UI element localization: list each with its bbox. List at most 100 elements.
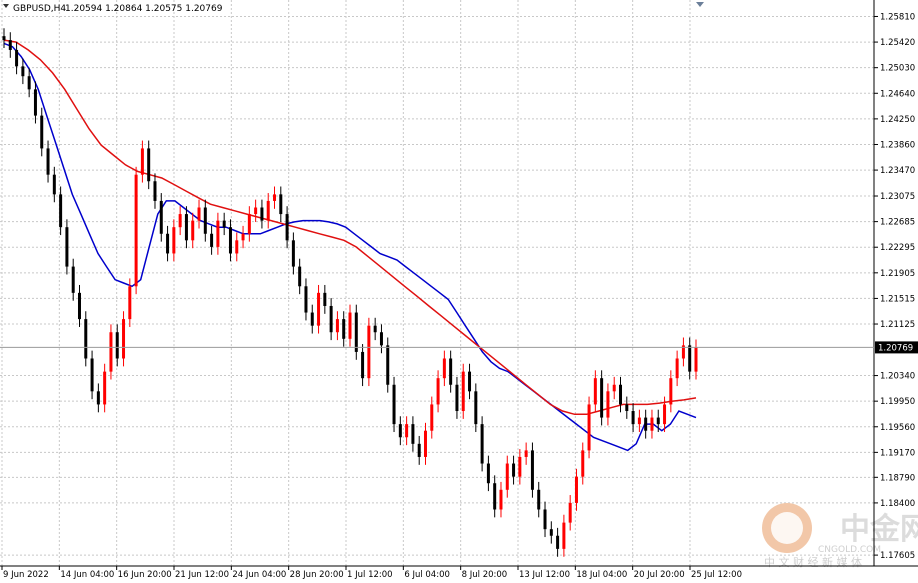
candle[interactable] <box>480 416 484 472</box>
candle[interactable] <box>606 383 610 426</box>
candle[interactable] <box>379 324 383 354</box>
candle[interactable] <box>84 311 88 367</box>
candle[interactable] <box>178 206 182 236</box>
candle[interactable] <box>96 383 100 413</box>
header-dropdown-icon[interactable] <box>3 4 9 8</box>
candle[interactable] <box>310 304 314 334</box>
candle[interactable] <box>568 495 572 531</box>
candle[interactable] <box>631 403 635 433</box>
candle[interactable] <box>398 416 402 446</box>
candle[interactable] <box>455 376 459 419</box>
candle[interactable] <box>656 409 660 433</box>
candle[interactable] <box>650 409 654 439</box>
candle[interactable] <box>329 298 333 341</box>
candle[interactable] <box>600 370 604 426</box>
candle[interactable] <box>669 370 673 413</box>
candle[interactable] <box>688 337 692 380</box>
candle[interactable] <box>260 199 264 229</box>
candle[interactable] <box>562 514 566 557</box>
candle[interactable] <box>203 199 207 242</box>
candle[interactable] <box>335 311 339 341</box>
candle[interactable] <box>694 339 698 380</box>
candle[interactable] <box>52 166 56 203</box>
candle[interactable] <box>543 501 547 538</box>
candle[interactable] <box>593 370 597 413</box>
candle[interactable] <box>474 383 478 433</box>
candle[interactable] <box>77 284 81 327</box>
candle[interactable] <box>581 442 585 485</box>
candle[interactable] <box>625 396 629 419</box>
candle[interactable] <box>191 212 195 249</box>
candle[interactable] <box>348 304 352 347</box>
candle[interactable] <box>15 42 19 75</box>
candle[interactable] <box>442 350 446 387</box>
candle[interactable] <box>8 32 12 58</box>
candle[interactable] <box>430 396 434 439</box>
candle[interactable] <box>103 363 107 413</box>
candle[interactable] <box>140 140 144 183</box>
candle[interactable] <box>222 212 226 236</box>
candle[interactable] <box>153 173 157 209</box>
candle[interactable] <box>235 232 239 262</box>
candle[interactable] <box>405 416 409 446</box>
candle[interactable] <box>285 206 289 249</box>
candle[interactable] <box>279 186 283 222</box>
candle[interactable] <box>530 442 534 498</box>
candle[interactable] <box>549 521 553 544</box>
candle[interactable] <box>361 344 365 387</box>
candle[interactable] <box>612 376 616 400</box>
candle[interactable] <box>273 186 277 209</box>
candle[interactable] <box>210 225 214 255</box>
candle[interactable] <box>386 337 390 393</box>
candle[interactable] <box>90 350 94 400</box>
candle[interactable] <box>493 475 497 518</box>
candle[interactable] <box>159 193 163 242</box>
candle[interactable] <box>266 193 270 229</box>
candle[interactable] <box>109 324 113 380</box>
candle[interactable] <box>392 376 396 433</box>
candle[interactable] <box>241 225 245 249</box>
candle[interactable] <box>166 225 170 262</box>
candle[interactable] <box>486 455 490 492</box>
candle[interactable] <box>367 317 371 387</box>
candle[interactable] <box>449 350 453 393</box>
candle[interactable] <box>411 416 415 452</box>
candle[interactable] <box>59 186 63 236</box>
candle[interactable] <box>619 376 623 413</box>
candle[interactable] <box>184 206 188 249</box>
candle[interactable] <box>468 363 472 400</box>
candle[interactable] <box>436 370 440 413</box>
candle[interactable] <box>354 304 358 360</box>
candle[interactable] <box>637 409 641 433</box>
candle[interactable] <box>247 206 251 242</box>
candle[interactable] <box>681 337 685 367</box>
candle[interactable] <box>40 107 44 157</box>
candle[interactable] <box>373 317 377 341</box>
price-axis[interactable]: 1.25810 1.25420 1.25030 1.24640 1.24250 1.238… <box>874 12 915 561</box>
candle[interactable] <box>33 81 37 124</box>
candle[interactable] <box>172 219 176 262</box>
candle[interactable] <box>317 284 321 334</box>
candle[interactable] <box>323 284 327 314</box>
candle[interactable] <box>46 140 50 183</box>
candle[interactable] <box>518 449 522 485</box>
candle[interactable] <box>644 409 648 439</box>
candle[interactable] <box>505 455 509 498</box>
candle[interactable] <box>65 219 69 275</box>
candle[interactable] <box>512 455 516 485</box>
candle[interactable] <box>27 68 31 98</box>
candle[interactable] <box>128 278 132 327</box>
candle[interactable] <box>147 140 151 190</box>
candle[interactable] <box>298 258 302 295</box>
candle[interactable] <box>21 58 25 85</box>
candle[interactable] <box>524 442 528 465</box>
candle[interactable] <box>499 481 503 518</box>
candle[interactable] <box>423 422 427 465</box>
candle[interactable] <box>417 435 421 465</box>
candle[interactable] <box>134 166 138 295</box>
candle[interactable] <box>2 28 6 48</box>
candle[interactable] <box>537 481 541 518</box>
candle[interactable] <box>115 324 119 367</box>
